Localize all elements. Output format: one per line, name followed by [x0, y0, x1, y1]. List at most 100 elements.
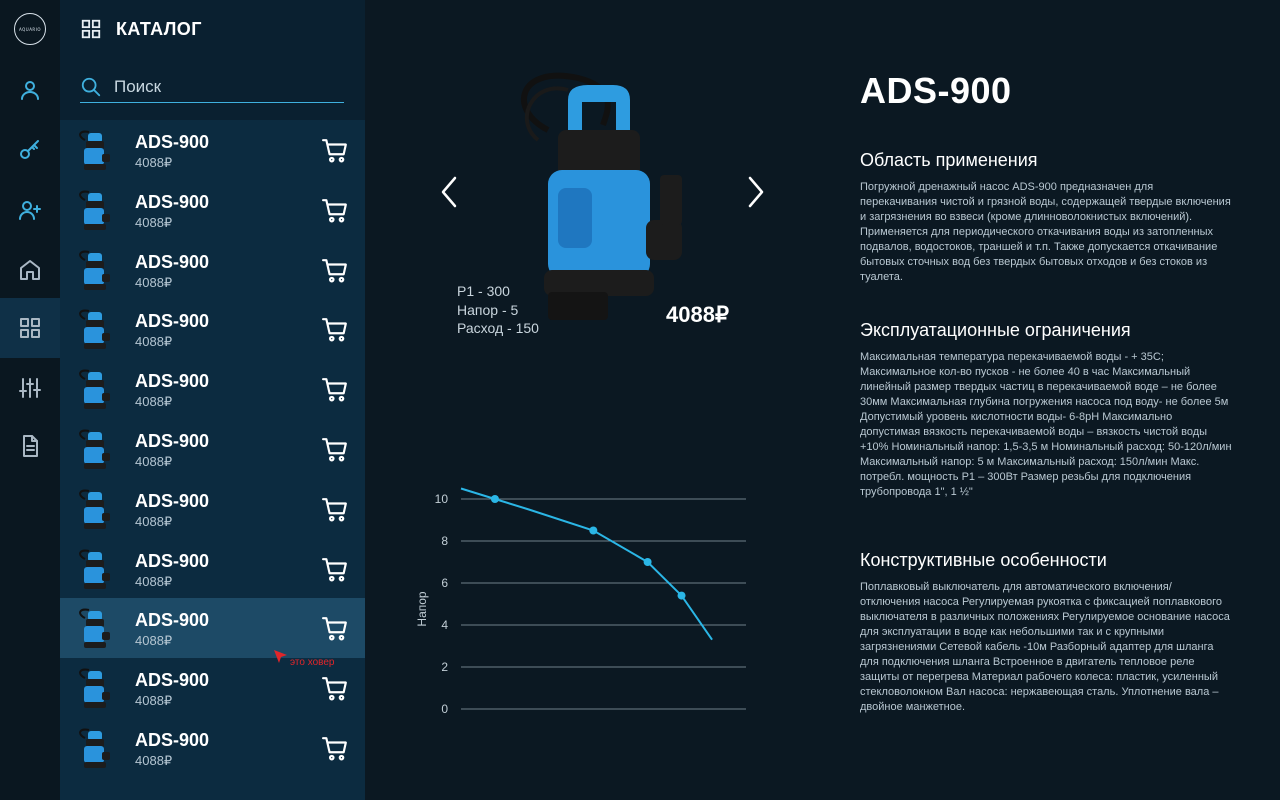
- home-icon: [20, 260, 40, 280]
- add-to-cart-button[interactable]: [322, 377, 348, 403]
- cursor-icon: [274, 650, 287, 663]
- cart-icon: [322, 318, 348, 347]
- sliders-icon: [19, 378, 41, 398]
- add-to-cart-button[interactable]: [322, 557, 348, 583]
- product-thumbnail: [75, 728, 115, 770]
- product-thumbnail: [75, 489, 115, 531]
- rail-key[interactable]: [0, 120, 60, 180]
- section-title-application: Область применения: [860, 150, 1038, 170]
- add-to-cart-button[interactable]: [322, 258, 348, 284]
- y-tick-label: 0: [441, 702, 448, 716]
- brand-logo-text: AQUARIO: [18, 26, 42, 32]
- list-item-price: 4088₽: [135, 693, 173, 709]
- list-item-price: 4088₽: [135, 274, 173, 290]
- list-item[interactable]: ADS-900 4088₽: [60, 180, 365, 240]
- grid-icon: [20, 318, 40, 338]
- y-tick-label: 4: [441, 618, 448, 632]
- list-item-price: 4088₽: [135, 573, 173, 589]
- list-item[interactable]: ADS-900 4088₽: [60, 359, 365, 419]
- rail-user[interactable]: [0, 60, 60, 120]
- y-tick-label: 8: [441, 534, 448, 548]
- data-point[interactable]: [589, 526, 598, 535]
- add-user-icon: [19, 201, 41, 220]
- cart-icon: [322, 497, 348, 527]
- add-to-cart-button[interactable]: [322, 676, 348, 702]
- rail-catalog[interactable]: [0, 298, 60, 358]
- list-item-price: 4088₽: [135, 155, 173, 170]
- section-text-limitations: Максимальная температура перекачиваемой …: [860, 351, 1232, 498]
- catalog-panel: КАТАЛОГ ADS-900 4088₽ ADS-900 4088₽ ADS-900 4…: [60, 0, 365, 800]
- list-item-name: ADS-900: [135, 191, 210, 212]
- y-tick-label: 10: [435, 492, 449, 506]
- rail-add-user[interactable]: [0, 180, 60, 240]
- add-to-cart-button[interactable]: [322, 616, 348, 642]
- add-to-cart-button[interactable]: [322, 736, 348, 762]
- list-item-name: ADS-900: [135, 610, 210, 631]
- list-item[interactable]: ADS-900 4088₽: [60, 120, 365, 180]
- data-point[interactable]: [490, 495, 499, 503]
- product-thumbnail: [75, 429, 115, 471]
- product-thumbnail: [75, 608, 115, 650]
- section-title-features: Конструктивные особенности: [860, 550, 1107, 570]
- cart-icon: [322, 677, 348, 706]
- rail-home[interactable]: [0, 240, 60, 300]
- user-icon: [21, 81, 39, 100]
- data-point[interactable]: [677, 591, 686, 600]
- grid-icon: [81, 19, 101, 39]
- list-item-name: ADS-900: [135, 729, 210, 750]
- cart-icon: [322, 617, 348, 646]
- product-thumbnail: [75, 549, 115, 591]
- search-icon[interactable]: [80, 76, 102, 98]
- section-text-application: Погружной дренажный насос ADS-900 предна…: [860, 181, 1231, 283]
- section-title-limitations: Эксплуатационные ограничения: [860, 320, 1131, 340]
- cart-icon: [322, 198, 348, 228]
- rail-documents[interactable]: [0, 416, 60, 476]
- product-specs: P1 - 300 Напор - 5 Расход - 150: [457, 282, 539, 338]
- list-item-name: ADS-900: [135, 430, 210, 451]
- list-item-name: ADS-900: [135, 670, 210, 691]
- add-to-cart-button[interactable]: [322, 138, 348, 164]
- data-point[interactable]: [643, 558, 652, 566]
- cart-icon: [322, 139, 348, 168]
- product-thumbnail: [75, 250, 115, 292]
- cart-icon: [322, 737, 348, 766]
- product-list: ADS-900 4088₽ ADS-900 4088₽ ADS-900 4088₽ ADS-…: [60, 120, 365, 778]
- search-input[interactable]: [114, 77, 334, 97]
- list-item[interactable]: ADS-900 4088₽: [60, 240, 365, 300]
- list-item-price: 4088₽: [135, 334, 173, 350]
- product-thumbnail: [75, 190, 115, 232]
- list-item[interactable]: ADS-900 4088₽: [60, 658, 365, 718]
- cart-icon: [322, 378, 348, 407]
- list-item-name: ADS-900: [135, 490, 210, 511]
- list-item[interactable]: ADS-900 4088₽: [60, 419, 365, 479]
- product-image: [521, 72, 682, 320]
- search-bar: [80, 72, 344, 103]
- y-tick-label: 6: [441, 576, 448, 590]
- list-item[interactable]: ADS-900 4088₽: [60, 479, 365, 539]
- list-item-price: 4088₽: [135, 214, 173, 230]
- list-item[interactable]: ADS-900 4088₽: [60, 539, 365, 599]
- list-item[interactable]: ADS-900 4088₽: [60, 598, 365, 659]
- document-icon: [23, 435, 38, 457]
- prev-arrow-button[interactable]: [435, 172, 465, 212]
- add-to-cart-button[interactable]: [322, 198, 348, 224]
- rail-filters[interactable]: [0, 358, 60, 418]
- brand-logo[interactable]: AQUARIO: [14, 13, 46, 45]
- add-to-cart-button[interactable]: [322, 437, 348, 463]
- list-item-price: 4088₽: [135, 513, 173, 529]
- section-text-features: Поплавковый выключатель для автоматическ…: [860, 581, 1230, 713]
- list-item[interactable]: ADS-900 4088₽: [60, 299, 365, 359]
- hover-annotation: это ховер: [272, 648, 362, 674]
- key-icon: [20, 140, 39, 159]
- list-item-name: ADS-900: [135, 132, 210, 152]
- spec-flow: Расход - 150: [457, 320, 539, 336]
- product-thumbnail: [75, 369, 115, 411]
- add-to-cart-button[interactable]: [322, 497, 348, 523]
- product-price: 4088₽: [666, 302, 729, 327]
- next-arrow-button[interactable]: [740, 172, 770, 212]
- chevron-right-icon: [748, 176, 764, 208]
- add-to-cart-button[interactable]: [322, 317, 348, 343]
- product-thumbnail: [75, 309, 115, 351]
- list-item-price: 4088₽: [135, 752, 173, 768]
- list-item[interactable]: ADS-900 4088₽: [60, 718, 365, 778]
